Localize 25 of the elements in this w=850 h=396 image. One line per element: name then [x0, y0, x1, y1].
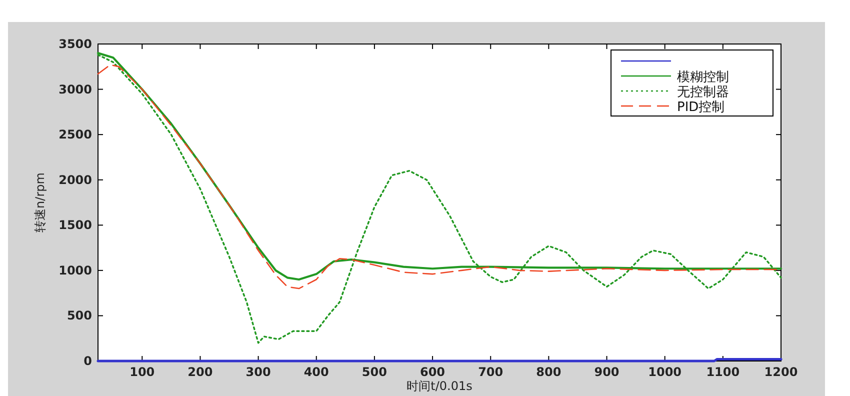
legend-label: 无控制器 [677, 85, 729, 100]
y-tick-label: 500 [66, 308, 92, 323]
x-tick-label: 700 [478, 365, 504, 379]
legend-label: 模糊控制 [677, 70, 729, 85]
x-tick-label: 800 [536, 365, 562, 379]
y-tick-label: 2000 [58, 172, 92, 187]
x-tick-label: 400 [304, 365, 329, 379]
x-tick-label: 1100 [706, 365, 740, 379]
x-tick-label: 1000 [648, 365, 682, 379]
x-tick-label: 300 [246, 365, 271, 379]
y-tick-label: 1000 [58, 263, 92, 278]
y-tick-label: 0 [84, 354, 92, 368]
x-tick-label: 600 [420, 365, 446, 379]
y-tick-label: 3500 [58, 37, 92, 51]
x-tick-label: 900 [594, 365, 620, 379]
y-tick-label: 2500 [58, 128, 92, 142]
x-tick-label: 500 [362, 365, 387, 379]
y-axis-title: 转速n/rpm [33, 172, 47, 232]
x-tick-label: 100 [130, 365, 155, 379]
y-tick-label: 3000 [58, 82, 92, 96]
x-tick-label: 1200 [764, 365, 798, 379]
y-tick-label: 1500 [58, 218, 92, 232]
x-tick-label: 200 [188, 365, 213, 379]
legend-label: PID控制 [677, 100, 725, 115]
x-axis-title: 时间t/0.01s [406, 379, 472, 393]
